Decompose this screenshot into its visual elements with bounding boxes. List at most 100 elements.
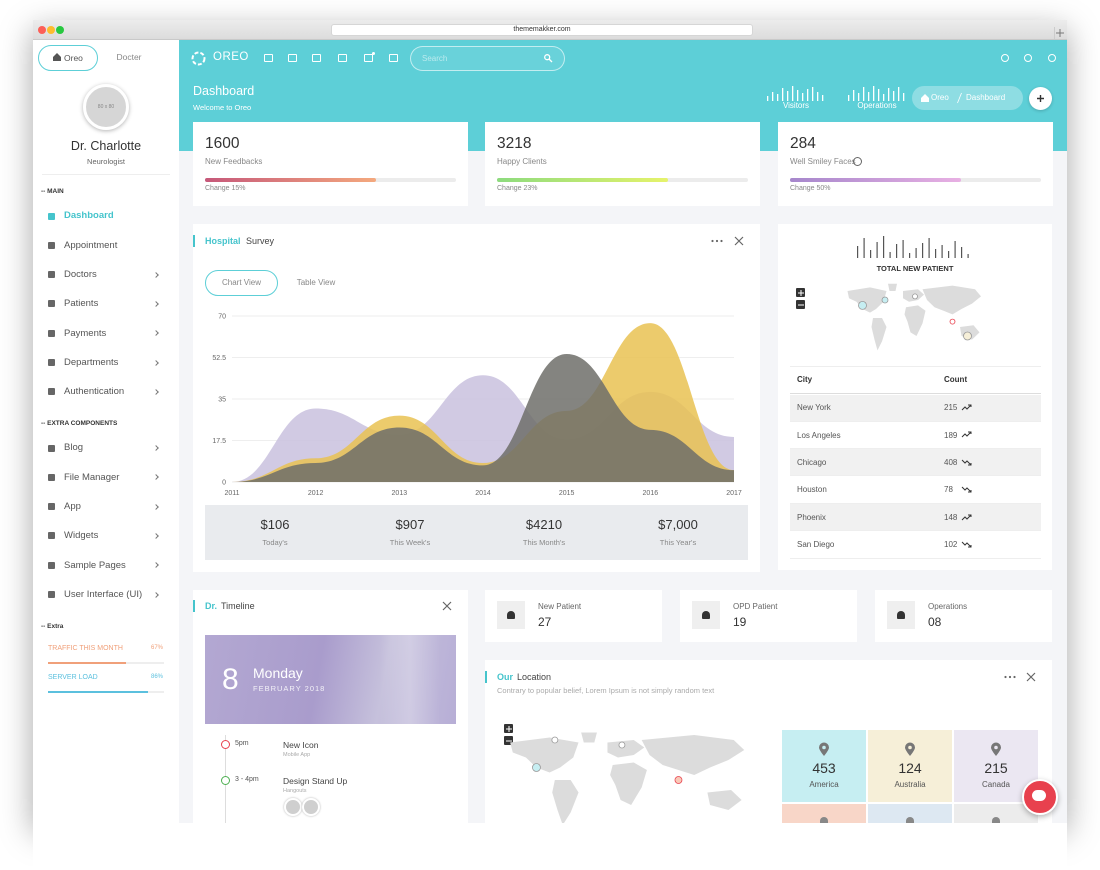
topbar-icon[interactable] (364, 54, 373, 62)
spark-bar (898, 87, 900, 101)
pin-icon (905, 742, 915, 756)
table-row (790, 394, 1041, 422)
event-title: New Icon (283, 739, 319, 750)
trend-icon (961, 514, 972, 520)
city-count: 102 (944, 540, 958, 550)
meter-bar (48, 691, 148, 693)
spark-label: Operations (857, 100, 897, 110)
spark-bar (792, 86, 794, 101)
stat-value: 284 (790, 134, 816, 152)
topbar-icon[interactable] (389, 54, 398, 62)
title-accent (485, 671, 487, 683)
home-icon (921, 94, 929, 102)
avatar (83, 84, 129, 130)
city-name: Los Angeles (797, 430, 841, 440)
world-map (847, 283, 981, 351)
search-placeholder: Search (422, 53, 448, 63)
location-tile (782, 730, 866, 802)
table-header: Count (944, 375, 968, 385)
pin-icon (906, 817, 914, 825)
menu-label: App (64, 500, 81, 512)
y-tick-label: 35 (218, 397, 226, 404)
sidebar-tab[interactable]: Docter (116, 51, 142, 62)
trend-up (961, 404, 972, 411)
dot (711, 239, 714, 243)
trend-down (961, 459, 972, 466)
chat-button[interactable] (1022, 779, 1058, 815)
menu-icon (48, 329, 55, 337)
more-button[interactable] (1004, 675, 1016, 679)
sidebar-tab[interactable]: Oreo (64, 52, 83, 63)
dot (715, 239, 719, 243)
breadcrumb-separator (957, 92, 962, 104)
close-button[interactable] (734, 236, 744, 246)
menu-label: Widgets (64, 530, 99, 542)
timeline-weekday: Monday (253, 664, 303, 681)
search-box[interactable] (410, 46, 565, 71)
trend-icon (961, 541, 972, 548)
mini-stat-icon (507, 611, 515, 619)
topbar-action[interactable] (1001, 54, 1009, 62)
topbar-icon[interactable] (288, 54, 297, 62)
patient-bars (857, 236, 969, 258)
table-divider (790, 366, 1041, 367)
dot (1004, 675, 1007, 679)
patient-bar (935, 249, 937, 258)
area-series (232, 353, 734, 482)
card-title-accent: Hospital (205, 235, 241, 246)
table-divider (790, 393, 1041, 394)
summary-value: $7,000 (658, 517, 698, 533)
topbar-action[interactable] (1048, 54, 1056, 62)
timeline-image (205, 635, 456, 724)
event-title: Design Stand Up (283, 775, 348, 786)
meter-value: 67% (150, 645, 163, 652)
trend-up (961, 431, 972, 438)
window-button[interactable] (47, 26, 55, 34)
map-marker (912, 293, 918, 300)
patient-bar (961, 247, 963, 258)
tab-label[interactable]: Chart View (222, 278, 261, 288)
country-shape (888, 283, 897, 291)
pin-icon (992, 817, 1000, 825)
window-button[interactable] (56, 26, 64, 34)
city-count: 215 (944, 403, 958, 413)
table-row (790, 477, 1041, 504)
tab-label[interactable]: Table View (296, 278, 336, 288)
topbar-action[interactable] (1024, 54, 1032, 62)
topbar (179, 40, 1067, 76)
tab-active[interactable] (205, 270, 278, 296)
menu-icon (48, 388, 55, 396)
title-accent (193, 235, 195, 247)
close-button[interactable] (442, 601, 452, 611)
tile-value: 215 (984, 759, 1008, 776)
more-button[interactable] (711, 239, 723, 243)
country-shape (552, 780, 579, 825)
map-land (510, 732, 745, 825)
home (53, 53, 61, 61)
location-tile (782, 804, 866, 823)
new-tab-button[interactable] (1054, 27, 1066, 39)
menu-icon (48, 532, 55, 540)
mini-stat-value: 27 (538, 614, 552, 629)
topbar-icon[interactable] (338, 54, 347, 62)
topbar-icon[interactable] (312, 54, 321, 62)
title-accent (193, 600, 195, 612)
stat-value: 3218 (497, 134, 532, 152)
progress-bar (790, 178, 961, 182)
card-title: Location (517, 671, 552, 682)
handle (548, 58, 553, 63)
city-name: New York (797, 403, 831, 413)
address-bar[interactable] (331, 24, 753, 36)
location-tile (954, 804, 1038, 823)
page-subtitle: Welcome to Oreo (193, 102, 252, 112)
city-name: Phoenix (797, 512, 826, 522)
window-button[interactable] (38, 26, 46, 34)
attendee-avatar (284, 798, 302, 816)
sidebar-tab-active[interactable] (38, 45, 98, 71)
card-title-accent: Dr. (205, 600, 218, 611)
close-button[interactable] (1026, 672, 1036, 682)
menu-icon (48, 212, 55, 220)
topbar-icon[interactable] (264, 54, 273, 62)
breadcrumb-item[interactable]: Oreo (931, 93, 949, 103)
country-shape (641, 735, 745, 775)
